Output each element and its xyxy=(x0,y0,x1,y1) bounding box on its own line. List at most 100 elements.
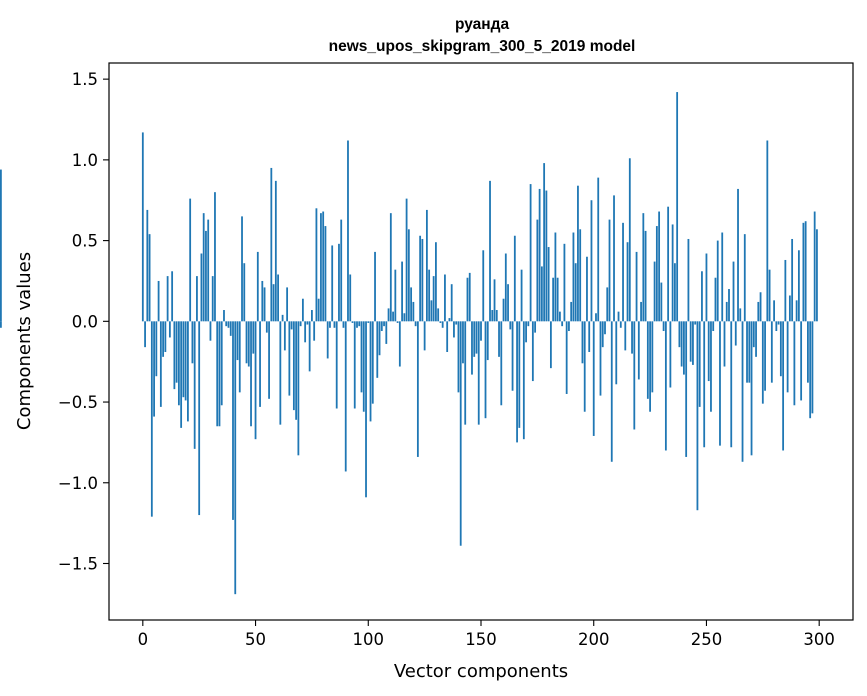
bar-207 xyxy=(608,219,611,322)
bar-51 xyxy=(256,251,259,322)
bar-43 xyxy=(238,321,241,393)
bar-220 xyxy=(637,321,640,380)
bar-121 xyxy=(414,321,417,327)
x-tick-label: 300 xyxy=(803,630,835,649)
bar-181 xyxy=(549,321,552,369)
x-axis-label: Vector components xyxy=(394,661,568,682)
bar-53 xyxy=(261,280,264,322)
bar-77 xyxy=(315,208,318,322)
bar-282 xyxy=(777,321,780,325)
bar-142 xyxy=(462,321,464,364)
bar-296 xyxy=(809,321,812,419)
bar-194 xyxy=(579,229,582,322)
bar-262 xyxy=(732,261,735,322)
bar-277 xyxy=(766,140,769,322)
bar-1 xyxy=(144,321,146,348)
bar-278 xyxy=(768,269,771,322)
bar-90 xyxy=(344,321,347,472)
bar-177 xyxy=(540,266,543,322)
bar-105 xyxy=(378,321,381,356)
bar-136 xyxy=(448,318,451,322)
bar-225 xyxy=(649,321,651,412)
bar-114 xyxy=(398,321,401,367)
bar-239 xyxy=(680,321,683,367)
bar-150 xyxy=(480,321,482,341)
bar-204 xyxy=(601,321,604,348)
bar-98 xyxy=(362,321,365,412)
bar-261 xyxy=(730,321,733,448)
bar-182 xyxy=(552,277,555,322)
bar-191 xyxy=(572,232,575,322)
bar-100 xyxy=(367,321,370,323)
bar-119 xyxy=(410,287,413,322)
bar-45 xyxy=(243,263,246,322)
bar-99 xyxy=(365,321,367,498)
bar-8 xyxy=(159,321,162,407)
bar-166 xyxy=(516,321,518,443)
bar-187 xyxy=(563,243,566,322)
bar-248 xyxy=(701,271,703,322)
bar-235 xyxy=(671,224,674,322)
bar-12 xyxy=(168,321,171,338)
bar-128 xyxy=(430,300,433,322)
bar-25 xyxy=(198,321,201,516)
bar-213 xyxy=(622,222,624,322)
bar-143 xyxy=(464,321,467,425)
bar-170 xyxy=(525,321,527,343)
bar-59 xyxy=(274,180,277,322)
bar-41 xyxy=(234,321,237,595)
bar-37 xyxy=(225,321,228,327)
bar-123 xyxy=(419,235,422,322)
x-tick-label: 100 xyxy=(353,630,385,649)
x-tick-label: 0 xyxy=(138,630,149,649)
bar-222 xyxy=(642,213,645,322)
bar-34 xyxy=(218,321,221,427)
bar-69 xyxy=(297,321,300,456)
bar-236 xyxy=(673,263,676,322)
bar-49 xyxy=(252,321,255,354)
bar-79 xyxy=(320,213,322,322)
bar-9 xyxy=(162,321,165,357)
bar-253 xyxy=(712,321,715,332)
bar-287 xyxy=(788,295,791,322)
bar-244 xyxy=(692,321,694,365)
bar-199 xyxy=(590,200,593,322)
bar-84 xyxy=(331,245,334,322)
x-tick-label: 250 xyxy=(691,630,723,649)
bar-290 xyxy=(795,300,798,322)
bar-196 xyxy=(583,321,586,412)
bar-258 xyxy=(723,321,726,367)
bar-233 xyxy=(667,206,670,322)
bar-32 xyxy=(214,192,216,322)
bar-19 xyxy=(184,321,187,401)
bar-152 xyxy=(484,321,487,419)
bar-193 xyxy=(577,185,579,322)
bar-266 xyxy=(741,321,744,462)
bar-23 xyxy=(193,321,196,449)
bar-68 xyxy=(295,321,298,420)
bar-208 xyxy=(610,321,613,462)
bar-164 xyxy=(511,321,514,391)
bar-180 xyxy=(547,247,550,322)
bar-54 xyxy=(263,287,266,322)
bar-285 xyxy=(784,259,787,322)
x-axis-ticks: 0 50 100 150 200 250 300 xyxy=(138,620,835,649)
bar-30 xyxy=(209,321,212,341)
bar-240 xyxy=(683,321,685,375)
y-tick-label: 0.0 xyxy=(72,312,98,331)
bar-203 xyxy=(599,321,602,396)
bar-165 xyxy=(513,235,516,322)
bar-190 xyxy=(570,301,573,322)
bar-241 xyxy=(685,321,688,457)
bar-20 xyxy=(187,321,189,422)
bar-197 xyxy=(586,256,588,322)
bar-73 xyxy=(306,321,309,325)
bar-245 xyxy=(694,321,697,325)
y-tick-label: −1.5 xyxy=(58,554,98,573)
y-tick-label: 0.5 xyxy=(72,232,98,251)
bar-158 xyxy=(498,321,500,357)
bar-75 xyxy=(311,310,313,322)
bar-28 xyxy=(205,230,207,322)
bar-67 xyxy=(292,321,295,411)
